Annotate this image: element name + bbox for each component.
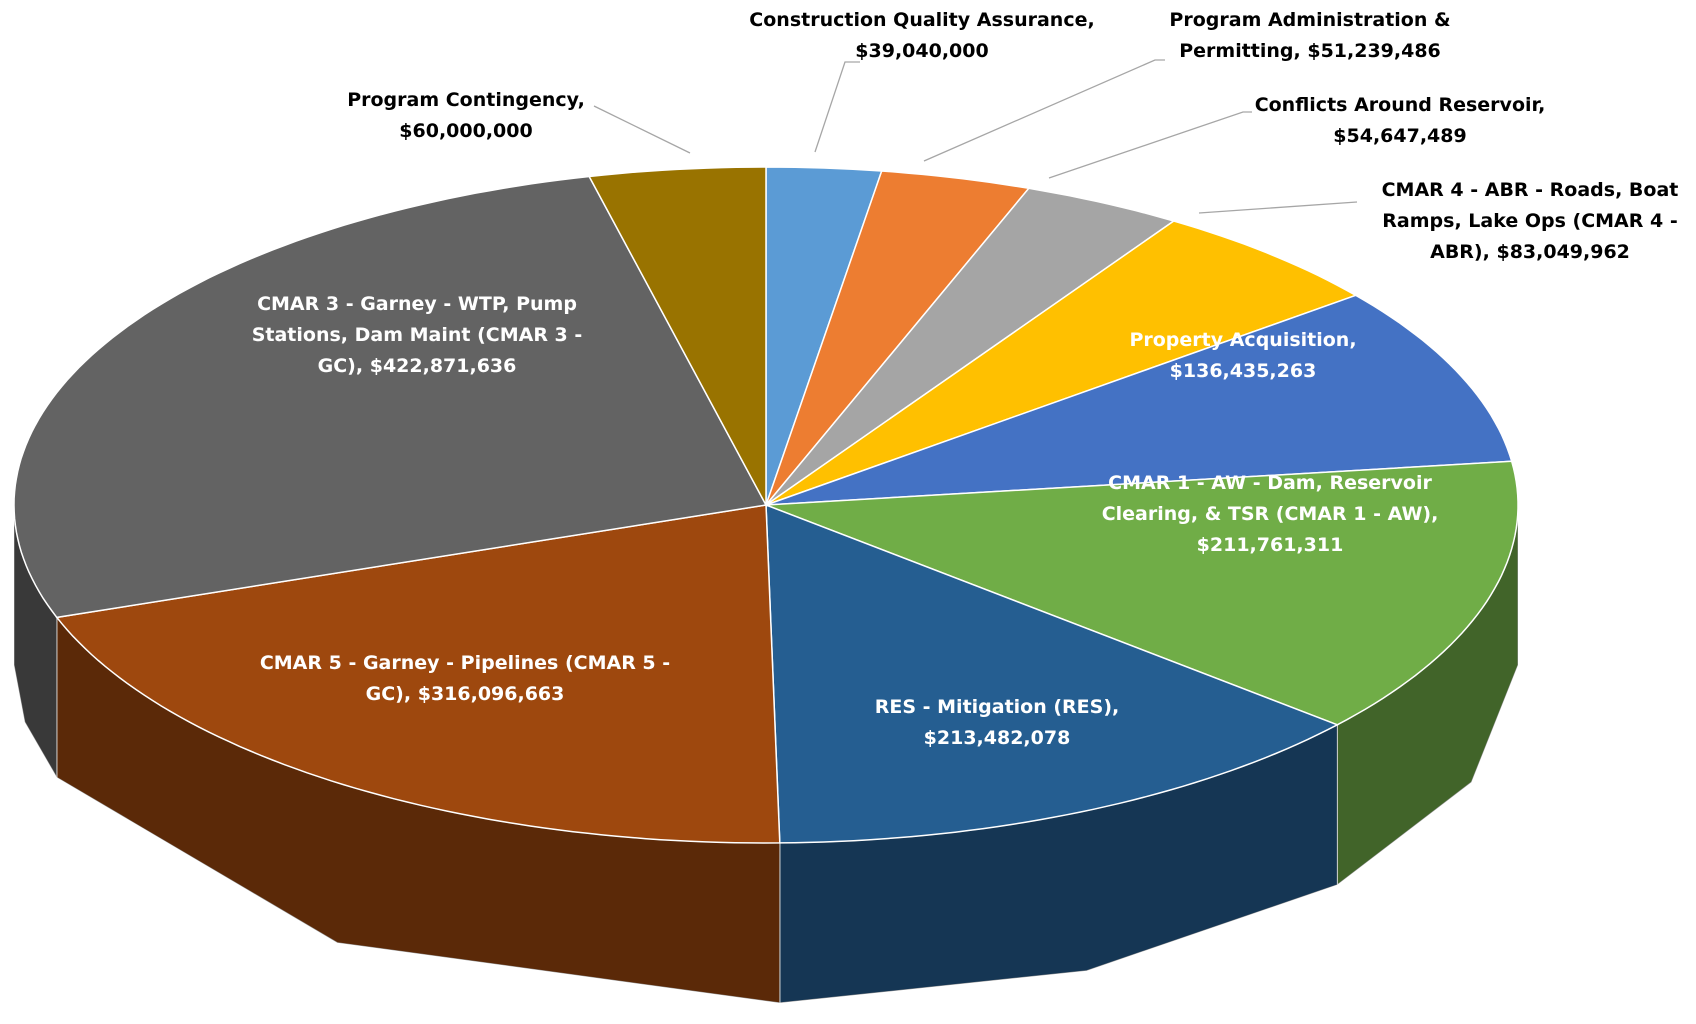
value-label: $39,040,000 <box>855 40 989 62</box>
data-label: Property Acquisition, $136,435,263 <box>1093 325 1393 387</box>
value-label: $60,000,000 <box>399 120 533 142</box>
category-name: Conflicts Around Reservoir <box>1254 94 1539 116</box>
data-label: Conflicts Around Reservoir, $54,647,489 <box>1230 90 1570 152</box>
slice <box>765 220 1358 506</box>
value-label: $316,096,663 <box>417 683 565 705</box>
leader-line <box>593 105 691 154</box>
slice <box>765 294 1513 506</box>
leader-line <box>1198 201 1358 214</box>
label-separator: , <box>1538 94 1546 116</box>
leader-line <box>814 61 860 153</box>
data-label: Construction Quality Assurance, $39,040,… <box>732 5 1112 67</box>
value-label: $83,049,962 <box>1496 241 1630 263</box>
label-separator: , <box>1112 696 1120 718</box>
label-separator: , <box>355 355 364 377</box>
data-label: Program Contingency, $60,000,000 <box>316 85 616 147</box>
label-separator: , <box>1349 329 1357 351</box>
label-separator: , <box>577 89 585 111</box>
leader-line <box>1048 111 1252 179</box>
data-label: CMAR 1 - AW - Dam, Reservoir Clearing, &… <box>1080 468 1460 561</box>
label-separator: , <box>1087 9 1095 31</box>
value-label: $54,647,489 <box>1333 125 1467 147</box>
data-label: CMAR 4 - ABR - Roads, Boat Ramps, Lake O… <box>1370 175 1690 268</box>
label-separator: , <box>1293 40 1301 62</box>
category-name: CMAR 1 - AW - Dam, Reservoir Clearing, &… <box>1101 472 1432 525</box>
category-name: Property Acquisition <box>1129 329 1350 351</box>
slice-side-shade <box>56 617 780 1003</box>
slice <box>765 187 1176 506</box>
category-name: RES - Mitigation (RES) <box>874 696 1113 718</box>
value-label: $51,239,486 <box>1307 40 1441 62</box>
slice <box>13 175 768 619</box>
slice <box>765 170 1031 506</box>
slice-side-shade <box>1337 505 1518 885</box>
value-label: $211,761,311 <box>1196 534 1344 556</box>
label-separator: , <box>1482 241 1490 263</box>
data-label: Program Administration & Permitting, $51… <box>1150 5 1470 67</box>
data-label: RES - Mitigation (RES), $213,482,078 <box>837 692 1157 754</box>
value-label: $422,871,636 <box>369 355 517 377</box>
category-name: Program Contingency <box>347 89 578 111</box>
category-name: CMAR 3 - Garney - WTP, Pump Stations, Da… <box>251 293 583 377</box>
category-name: CMAR 5 - Garney - Pipelines (CMAR 5 - GC… <box>259 652 671 705</box>
slice <box>765 460 1519 726</box>
label-separator: , <box>403 683 412 705</box>
value-label: $213,482,078 <box>923 727 1071 749</box>
category-name: CMAR 4 - ABR - Roads, Boat Ramps, Lake O… <box>1381 179 1679 263</box>
value-label: $136,435,263 <box>1169 360 1317 382</box>
data-label: CMAR 3 - Garney - WTP, Pump Stations, Da… <box>227 289 607 382</box>
slice <box>765 503 1340 844</box>
slice-side-shade <box>14 505 57 778</box>
category-name: Construction Quality Assurance <box>749 9 1088 31</box>
slice <box>588 166 767 506</box>
slice-side-shade <box>779 724 1338 1003</box>
label-separator: , <box>1431 503 1439 525</box>
data-label: CMAR 5 - Garney - Pipelines (CMAR 5 - GC… <box>235 648 695 710</box>
category-name: Program Administration & Permitting <box>1169 9 1451 62</box>
leader-line <box>923 59 1165 162</box>
